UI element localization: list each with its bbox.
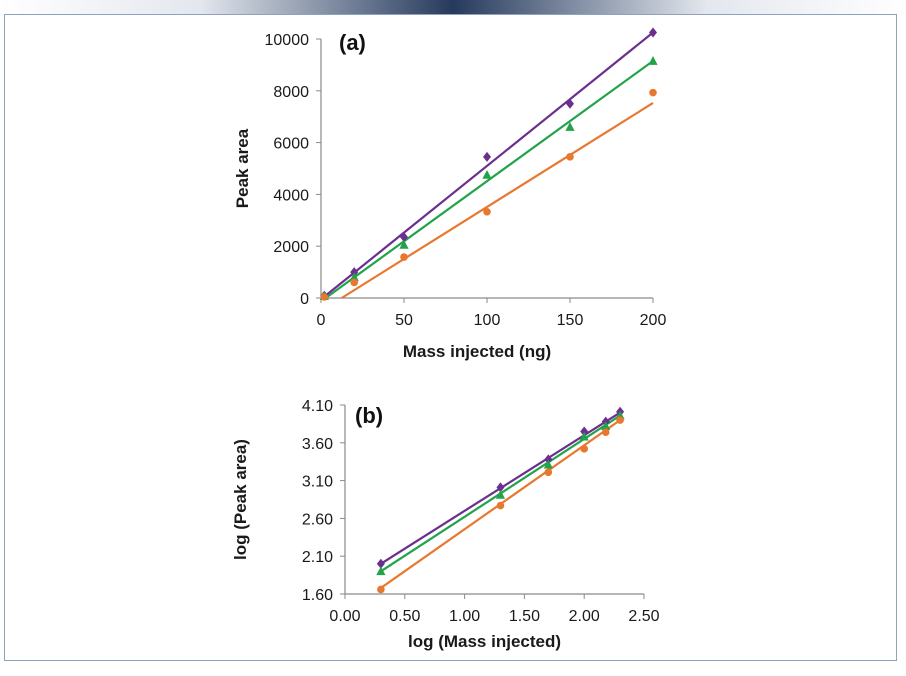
y-tick-label: 4.10	[302, 398, 333, 415]
top-gradient-band	[0, 0, 906, 14]
trendline-purple	[321, 31, 654, 299]
point-purple	[376, 558, 385, 569]
trendline-green	[325, 60, 654, 299]
point-orange	[544, 468, 553, 477]
point-purple	[649, 27, 657, 38]
x-axis-title: log (Mass injected)	[408, 632, 561, 651]
y-tick-label: 2.60	[302, 511, 333, 528]
point-green	[579, 431, 589, 441]
point-green	[482, 169, 492, 179]
x-tick-label: 0.00	[329, 608, 360, 625]
point-orange	[566, 153, 574, 161]
point-green	[399, 239, 409, 249]
x-tick-label: 0	[317, 312, 326, 329]
point-purple	[400, 232, 408, 243]
trendline-orange	[341, 102, 654, 299]
x-tick-label: 1.00	[449, 608, 480, 625]
y-tick-label: 1.60	[302, 587, 333, 604]
panel-label: (b)	[355, 403, 383, 428]
point-orange	[616, 416, 624, 424]
point-orange	[350, 278, 359, 287]
point-orange	[400, 253, 408, 261]
y-tick-label: 6000	[273, 136, 309, 153]
y-tick-label: 3.10	[302, 474, 333, 491]
x-tick-label: 0.50	[389, 608, 420, 625]
panel-label: (a)	[339, 30, 366, 55]
point-orange	[601, 428, 610, 437]
point-orange	[320, 293, 329, 301]
y-axis-title: log (Peak area)	[231, 439, 250, 560]
point-orange	[580, 445, 588, 453]
point-green	[495, 489, 506, 499]
figure-frame	[4, 14, 897, 661]
point-orange	[649, 88, 657, 97]
point-green	[349, 272, 359, 282]
point-orange	[496, 501, 505, 510]
point-green	[565, 122, 575, 131]
y-tick-label: 4000	[273, 187, 309, 204]
point-purple	[496, 482, 505, 493]
point-purple	[350, 267, 359, 278]
y-tick-label: 3.60	[302, 436, 333, 453]
y-tick-label: 2000	[273, 239, 309, 256]
x-tick-label: 2.50	[628, 608, 659, 625]
point-orange	[483, 207, 491, 216]
y-tick-label: 0	[300, 291, 309, 308]
x-tick-label: 150	[557, 312, 584, 329]
x-tick-label: 200	[640, 312, 667, 329]
y-axis-title: Peak area	[233, 128, 252, 208]
x-axis-title: Mass injected (ng)	[403, 342, 551, 361]
point-purple	[544, 454, 553, 465]
point-green	[601, 421, 611, 430]
y-tick-label: 8000	[273, 84, 309, 101]
chart-panel-b: 0.00 0.50 1.00 1.50 2.00 2.50 1.60 2.10 2.60 3.10…	[231, 398, 660, 651]
point-green	[376, 566, 386, 576]
x-tick-label: 1.50	[509, 608, 540, 625]
x-tick-label: 100	[474, 312, 501, 329]
x-tick-label: 50	[395, 312, 413, 329]
point-purple	[483, 151, 491, 162]
point-orange	[377, 585, 385, 594]
point-green	[648, 56, 658, 65]
y-tick-label: 2.10	[302, 549, 333, 566]
x-tick-label: 2.00	[569, 608, 600, 625]
y-tick-label: 10000	[265, 32, 310, 49]
point-green	[543, 459, 553, 469]
point-purple	[580, 426, 589, 437]
point-purple	[566, 98, 574, 109]
